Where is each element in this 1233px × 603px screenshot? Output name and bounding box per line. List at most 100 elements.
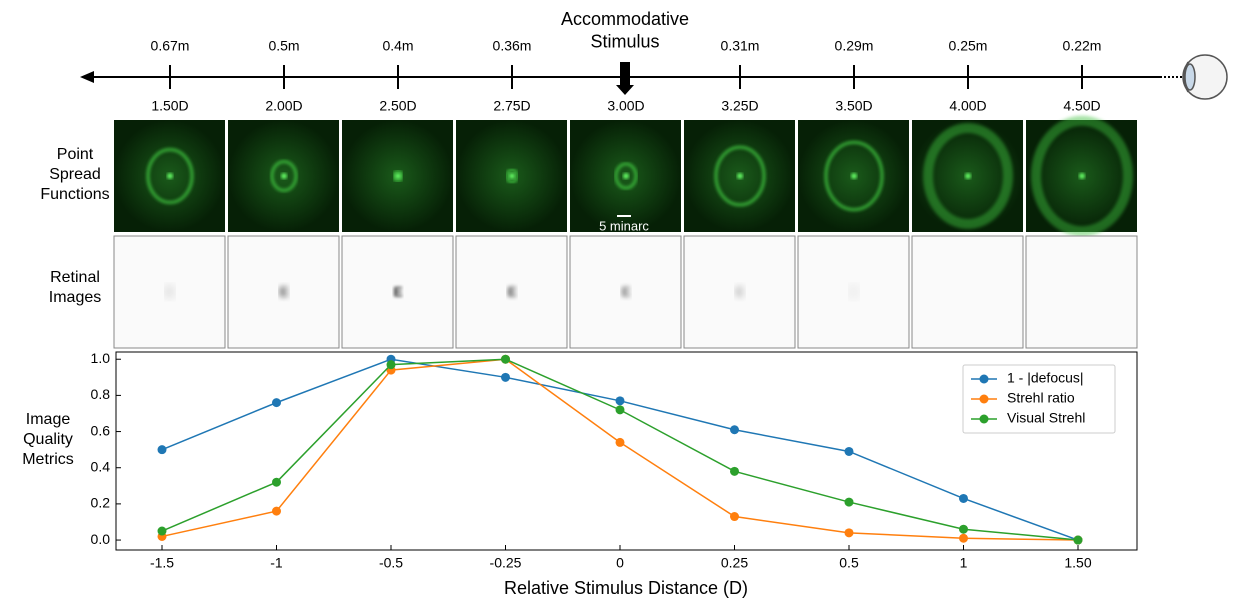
diopter-label: 4.00D [949,98,986,114]
psf-core [965,173,971,179]
retinal-image [569,235,682,349]
retinal-image [113,235,226,349]
data-point [272,477,281,487]
distance-label: 0.22m [1063,38,1102,54]
x-tick-label: 0.25 [721,555,748,571]
psf-core [851,173,857,179]
data-point [730,512,739,522]
legend-marker [979,414,989,424]
psf-core [737,173,743,179]
stimulus-arrow [616,62,634,95]
y-tick-label: 0.6 [91,422,111,438]
diopter-label: 4.50D [1063,98,1100,114]
row-label: Retinal Images [49,269,101,306]
y-tick-label: 0.2 [91,495,111,511]
distance-label: 0.31m [721,38,760,54]
series-line [161,358,1079,541]
eye-icon [1182,54,1228,100]
x-tick-label: 0.5 [839,555,859,571]
distance-label: 0.36m [493,38,532,54]
x-tick-label: 1 [960,555,968,571]
y-tick-label: 0.8 [91,386,111,402]
data-point [730,466,739,476]
x-tick-label: -0.5 [379,555,403,571]
diopter-label: 2.00D [265,98,302,114]
retinal-image [683,235,796,349]
psf-pattern [614,162,638,190]
axis-arrow [80,71,94,83]
distance-label: 0.4m [382,38,413,54]
distance-label: 0.25m [949,38,988,54]
diopter-label: 2.75D [493,98,530,114]
stimulus-title: Accommodative Stimulus [561,9,689,52]
row-label: Point Spread Functions [40,146,109,203]
psf-core [281,173,287,179]
retinal-image [455,235,568,349]
legend-box [962,364,1116,434]
psf-pattern [146,148,194,204]
series-line [161,358,1079,541]
x-tick-label: -1 [270,555,283,571]
psf-pattern [270,160,298,192]
data-point [844,497,854,507]
data-point [272,398,281,408]
scale-bar-label: 5 minarc [599,218,649,233]
psf-pattern [1031,115,1133,237]
data-point [615,405,625,415]
data-point [386,360,396,370]
diopter-label: 3.00D [607,98,644,114]
data-point [1073,535,1083,545]
retinal-letter: E [507,284,516,300]
data-point [272,506,281,516]
retinal-image [911,235,1024,349]
data-point [844,446,854,456]
retinal-letter: E [393,284,402,300]
legend-label: Visual Strehl [1007,410,1085,426]
retinal-letter: E [735,284,744,300]
retinal-letter: E [621,284,630,300]
retinal-letter: E [1077,284,1086,300]
psf-core [395,173,401,179]
psf-core [509,173,515,179]
data-point [959,493,968,503]
retinal-letter: E [963,284,972,300]
retinal-letter: E [849,284,858,300]
x-tick-label: 1.50 [1064,555,1091,571]
distance-label: 0.5m [268,38,299,54]
x-tick-label: 0 [616,555,624,571]
psf-core [1079,173,1085,179]
psf-pattern [505,168,519,184]
y-axis-label: Image Quality Metrics [22,411,74,468]
retinal-image [797,235,910,349]
psf-pattern [392,169,404,183]
psf-core [167,173,173,179]
psf-pattern [923,123,1013,229]
psf-core [623,173,629,179]
legend-marker [979,394,989,404]
data-point [157,526,167,536]
data-point [959,533,968,543]
data-point [730,425,739,435]
x-tick-label: -0.25 [490,555,522,571]
y-tick-label: 0.0 [91,531,111,547]
diopter-label: 2.50D [379,98,416,114]
legend-marker [979,374,989,384]
y-tick-label: 0.4 [91,458,111,474]
distance-label: 0.67m [151,38,190,54]
retinal-letter: E [165,284,174,300]
plot-frame [115,351,1138,551]
diopter-label: 3.50D [835,98,872,114]
psf-pattern [714,145,766,207]
y-tick-label: 1.0 [91,350,111,366]
data-point [844,528,854,538]
data-point [615,437,625,447]
legend-label: Strehl ratio [1007,390,1075,406]
data-point [157,445,167,455]
x-axis-label: Relative Stimulus Distance (D) [504,578,748,598]
diopter-label: 1.50D [151,98,188,114]
psf-pattern [824,140,884,212]
retinal-image [227,235,340,349]
data-point [615,396,625,406]
data-point [501,372,510,382]
series-line [161,358,1079,541]
